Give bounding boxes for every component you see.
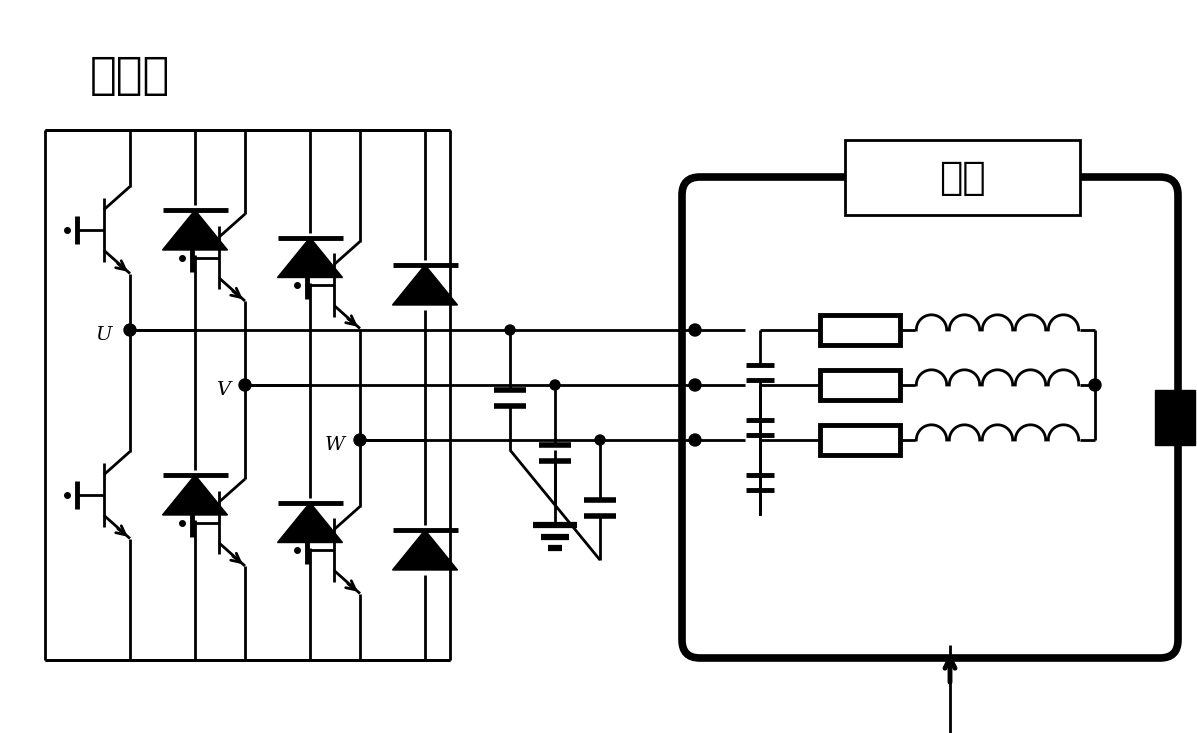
Circle shape (1089, 379, 1101, 391)
Circle shape (595, 435, 604, 445)
Circle shape (549, 380, 560, 390)
Text: W: W (326, 436, 345, 454)
Bar (820, 315, 900, 345)
Circle shape (354, 434, 366, 446)
Circle shape (239, 379, 251, 391)
Polygon shape (393, 265, 457, 305)
Bar (820, 370, 900, 400)
Circle shape (689, 324, 701, 336)
Circle shape (124, 324, 136, 336)
Polygon shape (163, 475, 227, 515)
Polygon shape (393, 530, 457, 570)
Circle shape (505, 325, 515, 335)
Text: U: U (96, 326, 113, 344)
Text: V: V (215, 381, 230, 399)
Circle shape (689, 379, 701, 391)
Bar (845, 140, 1080, 215)
FancyBboxPatch shape (682, 177, 1178, 658)
Text: 电机: 电机 (940, 158, 986, 196)
Polygon shape (163, 210, 227, 250)
Bar (820, 425, 900, 455)
Circle shape (689, 434, 701, 446)
Polygon shape (278, 503, 342, 542)
Bar (1155, 390, 1195, 445)
Text: 逆变器: 逆变器 (90, 54, 170, 97)
Polygon shape (278, 237, 342, 278)
